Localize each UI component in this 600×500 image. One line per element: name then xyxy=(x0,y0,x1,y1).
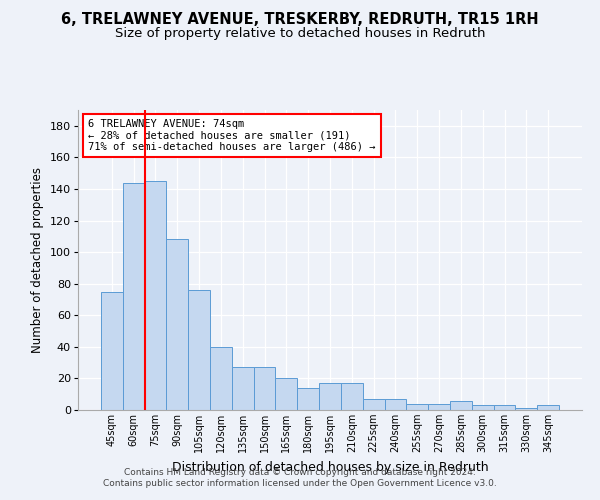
Bar xyxy=(341,383,363,410)
Y-axis label: Number of detached properties: Number of detached properties xyxy=(31,167,44,353)
Bar xyxy=(406,404,428,410)
Bar xyxy=(254,368,275,410)
Text: 6, TRELAWNEY AVENUE, TRESKERBY, REDRUTH, TR15 1RH: 6, TRELAWNEY AVENUE, TRESKERBY, REDRUTH,… xyxy=(61,12,539,28)
Bar xyxy=(145,181,166,410)
Bar xyxy=(297,388,319,410)
Text: Contains HM Land Registry data © Crown copyright and database right 2024.
Contai: Contains HM Land Registry data © Crown c… xyxy=(103,468,497,487)
Bar xyxy=(232,368,254,410)
Text: Size of property relative to detached houses in Redruth: Size of property relative to detached ho… xyxy=(115,28,485,40)
Text: 6 TRELAWNEY AVENUE: 74sqm
← 28% of detached houses are smaller (191)
71% of semi: 6 TRELAWNEY AVENUE: 74sqm ← 28% of detac… xyxy=(88,119,376,152)
Bar xyxy=(515,408,537,410)
Bar xyxy=(188,290,210,410)
Bar xyxy=(450,400,472,410)
Bar xyxy=(363,399,385,410)
Bar xyxy=(123,182,145,410)
Bar xyxy=(210,347,232,410)
Bar xyxy=(494,406,515,410)
X-axis label: Distribution of detached houses by size in Redruth: Distribution of detached houses by size … xyxy=(172,460,488,473)
Bar xyxy=(275,378,297,410)
Bar xyxy=(385,399,406,410)
Bar xyxy=(101,292,123,410)
Bar xyxy=(537,406,559,410)
Bar xyxy=(319,383,341,410)
Bar xyxy=(428,404,450,410)
Bar xyxy=(472,406,494,410)
Bar xyxy=(166,240,188,410)
